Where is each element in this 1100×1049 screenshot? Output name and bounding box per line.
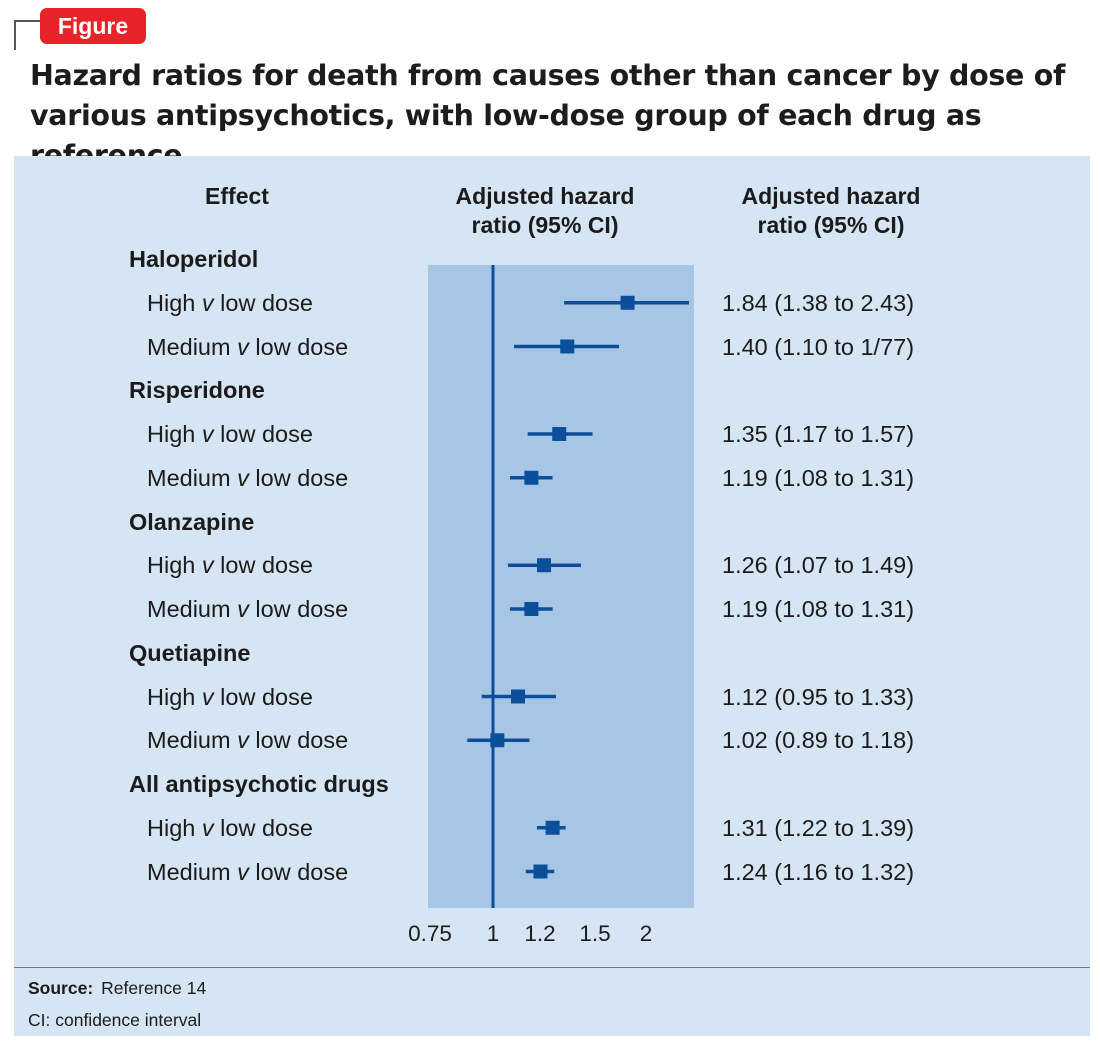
point-estimate (524, 470, 539, 485)
source-line: Source: Reference 14 (28, 977, 206, 999)
point-estimate (620, 295, 635, 310)
hazard-ratio-value: 1.40 (1.10 to 1/77) (722, 333, 915, 360)
row-label: Medium v low dose (147, 858, 349, 885)
divider-line (14, 967, 1090, 968)
x-tick-label: 1.5 (579, 921, 611, 946)
values-header: Adjusted hazard ratio (95% CI) (706, 182, 956, 240)
hazard-ratio-value: 1.02 (0.89 to 1.18) (722, 727, 915, 754)
x-tick-label: 1.2 (524, 921, 556, 946)
hazard-ratio-value: 1.12 (0.95 to 1.33) (722, 683, 915, 710)
point-estimate (524, 602, 539, 616)
x-tick-label: 1 (486, 921, 500, 946)
point-estimate (511, 689, 526, 704)
x-tick-label: 0.75 (408, 921, 452, 946)
plot-area (428, 265, 694, 908)
row-label: High v low dose (147, 552, 313, 579)
row-label: High v low dose (147, 814, 313, 841)
group-label: All antipsychotic drugs (129, 771, 389, 797)
row-label: Medium v low dose (147, 464, 349, 491)
group-label: Olanzapine (129, 508, 255, 535)
hazard-ratio-value: 1.24 (1.16 to 1.32) (722, 858, 915, 885)
values-header-line-2: ratio (95% CI) (757, 212, 905, 238)
title-line-1: Hazard ratios for death from causes othe… (30, 59, 1066, 92)
point-estimate (552, 427, 567, 441)
hazard-ratio-value: 1.31 (1.22 to 1.39) (722, 814, 915, 841)
point-estimate (537, 558, 552, 573)
group-label: Haloperidol (129, 246, 259, 272)
footnote: CI: confidence interval (28, 1010, 202, 1030)
hazard-ratio-value: 1.84 (1.38 to 2.43) (722, 289, 915, 316)
corner-bracket (14, 20, 40, 50)
hazard-ratio-value: 1.26 (1.07 to 1.49) (722, 552, 915, 579)
point-estimate (490, 733, 505, 748)
group-label: Risperidone (129, 377, 265, 404)
group-label: Quetiapine (129, 639, 251, 666)
x-tick-label: 2 (639, 921, 653, 946)
hazard-ratio-value: 1.19 (1.08 to 1.31) (722, 464, 915, 491)
point-estimate (545, 820, 560, 835)
row-label: Medium v low dose (147, 333, 349, 360)
plot-header-line-1: Adjusted hazard (455, 183, 635, 209)
source-label: Source: (28, 978, 94, 998)
row-label: Medium v low dose (147, 727, 349, 754)
row-label: High v low dose (147, 683, 313, 710)
point-estimate (560, 339, 575, 354)
plot-header-line-2: ratio (95% CI) (471, 212, 619, 238)
plot-header: Adjusted hazard ratio (95% CI) (420, 182, 670, 240)
hazard-ratio-value: 1.19 (1.08 to 1.31) (722, 596, 915, 622)
row-label: Medium v low dose (147, 596, 349, 622)
effect-header: Effect (205, 183, 269, 209)
row-label: High v low dose (147, 289, 313, 316)
point-estimate (533, 864, 548, 879)
source-text: Reference 14 (101, 978, 207, 998)
figure-badge: Figure (40, 8, 146, 44)
values-header-line-1: Adjusted hazard (741, 183, 921, 209)
row-label: High v low dose (147, 421, 313, 447)
hazard-ratio-value: 1.35 (1.17 to 1.57) (722, 421, 915, 447)
